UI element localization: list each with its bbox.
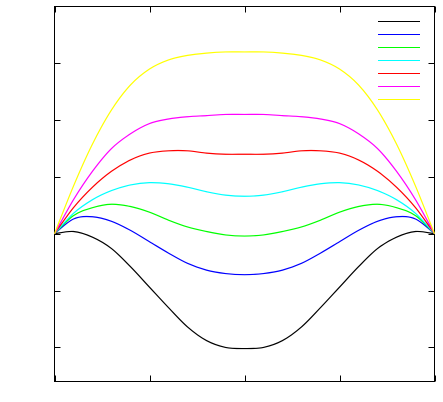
series-line-2: [54, 215, 435, 276]
series-line-7: [53, 51, 436, 234]
series-line-1: [54, 230, 435, 350]
series-layer: [53, 51, 436, 350]
legend: [378, 20, 420, 101]
series-line-4: [54, 182, 435, 235]
series-line-6: [53, 113, 436, 235]
series-line-5: [54, 149, 435, 235]
axis-ticks: [54, 6, 436, 382]
series-line-3: [54, 203, 435, 237]
plot-frame: [54, 6, 435, 382]
